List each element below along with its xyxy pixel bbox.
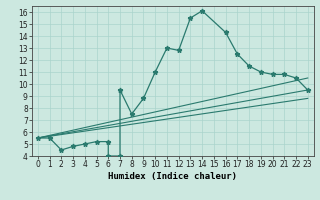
X-axis label: Humidex (Indice chaleur): Humidex (Indice chaleur) <box>108 172 237 181</box>
